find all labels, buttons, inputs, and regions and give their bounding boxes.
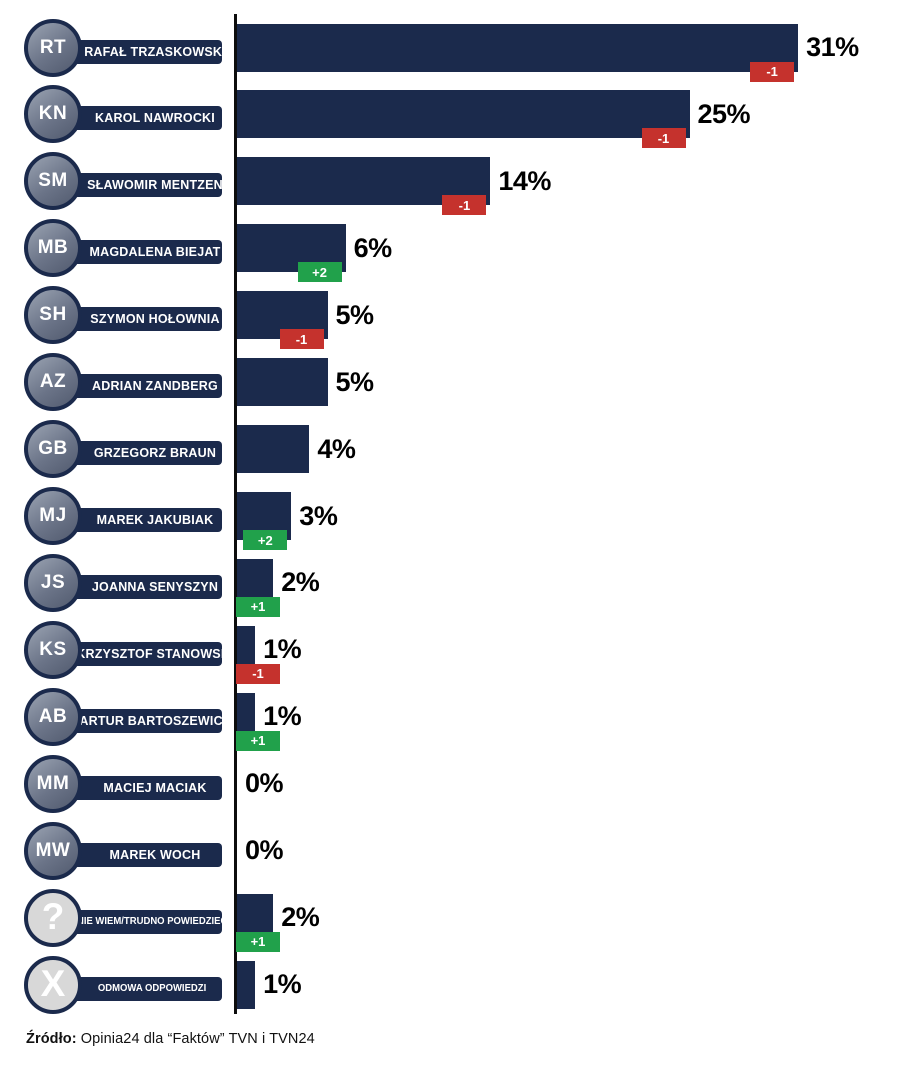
- candidate-photo: GB: [24, 420, 82, 479]
- candidate-row: GB GRZEGORZ BRAUN 4%: [0, 416, 900, 483]
- candidate-photo: JS: [24, 553, 82, 612]
- candidate-row: MM MACIEJ MACIAK 0%: [0, 750, 900, 817]
- candidate-photo: MW: [24, 821, 82, 880]
- candidate-name: ODMOWA ODPOWIEDZI: [97, 983, 207, 995]
- source-text: Opinia24 dla “Faktów” TVN i TVN24: [76, 1031, 315, 1047]
- candidate-name: KAROL NAWROCKI: [95, 111, 215, 126]
- candidate-name-pill: ODMOWA ODPOWIEDZI: [60, 976, 222, 1001]
- candidate-photo: KS: [24, 620, 82, 679]
- candidate-name: NIE WIEM/TRUDNO POWIEDZIEĆ: [76, 916, 228, 928]
- candidate-row: RT RAFAŁ TRZASKOWSKI 31% -1: [0, 14, 900, 82]
- candidate-row: X ODMOWA ODPOWIEDZI 1%: [0, 951, 900, 1018]
- change-badge: -1: [442, 195, 487, 216]
- candidate-photo: SH: [24, 286, 82, 345]
- candidate-name: ADRIAN ZANDBERG: [92, 379, 218, 394]
- candidate-row: JS JOANNA SENYSZYN 2% +1: [0, 549, 900, 617]
- candidate-row: MJ MAREK JAKUBIAK 3% +2: [0, 483, 900, 550]
- result-value: 14%: [498, 165, 551, 196]
- candidate-photo: KN: [24, 85, 82, 144]
- result-value: 6%: [353, 232, 393, 263]
- x-icon: X: [40, 962, 66, 1004]
- candidate-name-pill: MAREK WOCH: [60, 842, 222, 867]
- question-mark-icon: ?: [41, 895, 65, 937]
- result-value: 3%: [299, 500, 338, 531]
- candidate-name: SZYMON HOŁOWNIA: [90, 312, 220, 327]
- change-badge: -1: [279, 329, 324, 350]
- result-value: 25%: [697, 98, 751, 129]
- result-value: 4%: [317, 433, 356, 464]
- candidate-row: MB MAGDALENA BIEJAT 6% +2: [0, 215, 900, 283]
- candidate-name-pill: GRZEGORZ BRAUN: [60, 441, 222, 466]
- change-badge: -1: [236, 663, 280, 684]
- candidate-photo: AZ: [24, 353, 82, 412]
- candidate-name: ARTUR BARTOSZEWICZ: [79, 713, 231, 728]
- result-bar: [237, 90, 690, 139]
- source-label: Źródło:: [26, 1031, 77, 1047]
- change-badge: +1: [236, 931, 280, 952]
- result-value: 5%: [335, 299, 375, 330]
- candidate-name-pill: MAREK JAKUBIAK: [60, 508, 222, 532]
- candidate-name: GRZEGORZ BRAUN: [93, 446, 217, 461]
- candidate-name: RAFAŁ TRZASKOWSKI: [84, 44, 226, 59]
- source-note: Źródło: Opinia24 dla “Faktów” TVN i TVN2…: [26, 1031, 315, 1047]
- candidate-name-pill: ADRIAN ZANDBERG: [60, 374, 222, 399]
- candidate-row: AB ARTUR BARTOSZEWICZ 1% +1: [0, 683, 900, 751]
- candidate-name-pill: KAROL NAWROCKI: [60, 106, 222, 131]
- result-value: 2%: [281, 902, 320, 933]
- candidate-name-pill: ARTUR BARTOSZEWICZ: [60, 708, 230, 733]
- change-badge: +1: [236, 730, 280, 751]
- candidate-row: KS KRZYSZTOF STANOWSKI 1% -1: [0, 616, 900, 684]
- candidate-photo: RT: [24, 18, 82, 77]
- candidate-name: MAGDALENA BIEJAT: [89, 245, 221, 260]
- candidate-name: MACIEJ MACIAK: [103, 780, 207, 795]
- question-mark-icon: ?: [24, 888, 82, 947]
- candidate-row: SH SZYMON HOŁOWNIA 5% -1: [0, 282, 900, 350]
- candidate-photo: AB: [24, 687, 82, 746]
- candidate-photo: SM: [24, 152, 82, 211]
- change-badge: -1: [641, 128, 686, 149]
- candidate-name-pill: RAFAŁ TRZASKOWSKI: [60, 39, 226, 64]
- x-icon: X: [24, 955, 82, 1014]
- result-bar: [237, 425, 310, 474]
- result-value: 1%: [263, 701, 302, 732]
- result-value: 1%: [263, 634, 302, 665]
- result-bar: [237, 358, 328, 407]
- result-value: 31%: [806, 32, 859, 62]
- candidate-name-pill: NIE WIEM/TRUDNO POWIEDZIEĆ: [60, 909, 227, 934]
- candidate-photo: MM: [24, 754, 82, 813]
- candidate-name: MAREK WOCH: [109, 847, 201, 862]
- result-value: 0%: [245, 835, 284, 866]
- candidate-photo: MB: [24, 219, 82, 278]
- candidate-name-pill: KRZYSZTOF STANOWSKI: [60, 641, 234, 666]
- candidate-name-pill: MACIEJ MACIAK: [60, 775, 222, 800]
- candidate-name: KRZYSZTOF STANOWSKI: [76, 646, 234, 661]
- candidate-name: MAREK JAKUBIAK: [96, 513, 214, 527]
- change-badge: +1: [236, 596, 280, 617]
- candidate-name: SŁAWOMIR MENTZEN: [87, 178, 223, 193]
- candidate-row: SM SŁAWOMIR MENTZEN 14% -1: [0, 148, 900, 216]
- candidate-name: JOANNA SENYSZYN: [91, 579, 219, 594]
- result-value: 5%: [335, 366, 375, 397]
- change-badge: -1: [750, 61, 795, 82]
- candidate-row: AZ ADRIAN ZANDBERG 5%: [0, 349, 900, 416]
- candidate-row: MW MAREK WOCH 0%: [0, 817, 900, 884]
- candidate-row: ? NIE WIEM/TRUDNO POWIEDZIEĆ 2% +1: [0, 884, 900, 952]
- result-bar: [237, 960, 256, 1009]
- result-bar: [237, 692, 256, 741]
- candidate-row: KN KAROL NAWROCKI 25% -1: [0, 81, 900, 149]
- result-value: 2%: [281, 567, 320, 598]
- result-bar: [237, 23, 799, 72]
- candidate-name-pill: MAGDALENA BIEJAT: [60, 240, 222, 265]
- candidate-photo: MJ: [24, 487, 82, 545]
- candidate-name-pill: SZYMON HOŁOWNIA: [60, 307, 222, 332]
- change-badge: +2: [243, 530, 288, 550]
- result-value: 1%: [263, 969, 302, 1000]
- chart-axis-line: [234, 14, 237, 1014]
- result-value: 0%: [245, 768, 284, 799]
- candidate-name-pill: SŁAWOMIR MENTZEN: [60, 173, 223, 198]
- change-badge: +2: [297, 262, 342, 283]
- result-bar: [237, 625, 256, 674]
- candidate-name-pill: JOANNA SENYSZYN: [60, 574, 222, 599]
